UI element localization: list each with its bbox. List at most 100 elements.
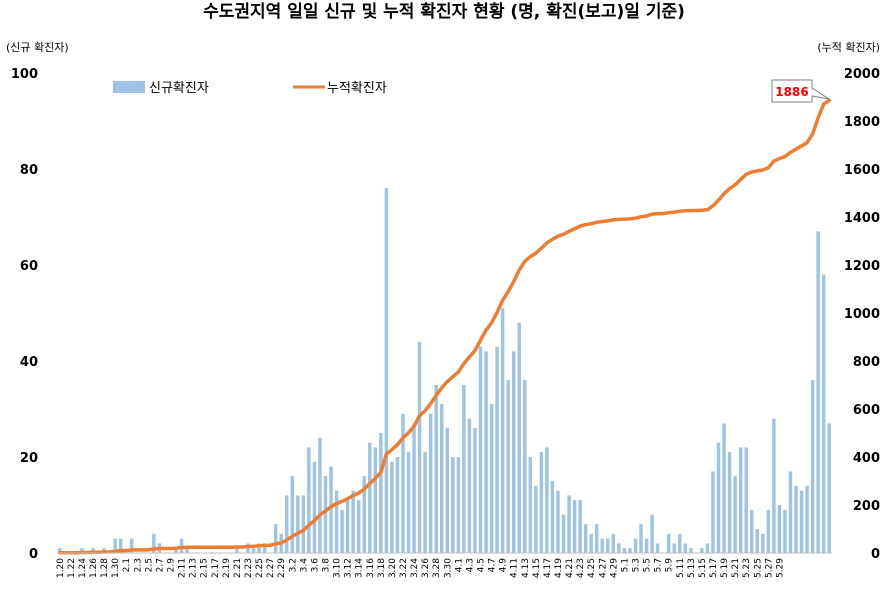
x-tick-label: 5.1	[620, 558, 630, 572]
bar	[423, 452, 427, 553]
bar	[517, 322, 521, 553]
callout-label: 1886	[775, 85, 808, 99]
bar	[606, 538, 610, 553]
bar	[301, 495, 306, 553]
bar	[727, 452, 732, 553]
x-tick-label: 3.16	[366, 558, 376, 578]
bar	[334, 490, 339, 553]
bar	[318, 437, 322, 553]
x-tick-label: 5.25	[753, 558, 763, 578]
bar	[500, 308, 505, 553]
x-tick-label: 1.28	[100, 558, 110, 578]
x-tick-label: 3.26	[421, 558, 431, 578]
bar	[810, 380, 815, 553]
bar	[666, 533, 671, 553]
bar	[578, 500, 582, 553]
bar	[118, 538, 123, 553]
x-tick-label: 5.27	[764, 558, 774, 578]
x-tick-label: 5.19	[720, 558, 730, 578]
x-tick-label: 4.13	[521, 558, 531, 578]
bar	[412, 423, 416, 553]
bar	[766, 509, 771, 553]
bar	[523, 380, 527, 553]
bar	[434, 385, 438, 553]
bar	[689, 548, 693, 553]
bar	[583, 524, 588, 553]
bar	[611, 533, 616, 553]
bar	[799, 490, 804, 553]
left-axis-unit-label: (신규 확진자)	[6, 41, 69, 54]
bar	[390, 461, 394, 553]
bar	[716, 442, 721, 553]
bar	[467, 418, 472, 553]
legend-line-label: 누적확진자	[327, 81, 387, 96]
x-tick-label: 4.27	[598, 558, 608, 578]
x-tick-label: 1.26	[89, 558, 99, 578]
bar	[528, 457, 533, 553]
bar	[395, 457, 400, 553]
x-tick-label: 2.19	[222, 558, 232, 578]
bar	[290, 476, 294, 553]
bar	[257, 543, 261, 553]
legend: 신규확진자 누적확진자	[113, 81, 387, 96]
x-tick-label: 3.2	[288, 558, 298, 572]
bar	[58, 548, 62, 553]
x-tick-label: 5.17	[709, 558, 719, 578]
bar	[711, 471, 715, 553]
right-tick-label: 600	[853, 403, 880, 418]
x-tick-label: 2.5	[144, 558, 154, 572]
bar	[700, 548, 704, 553]
bar	[323, 476, 328, 553]
bar-series	[58, 188, 831, 553]
bar	[307, 447, 311, 553]
x-tick-label: 3.4	[299, 558, 309, 573]
bar	[113, 538, 117, 553]
bar	[644, 538, 649, 553]
bar	[285, 495, 289, 553]
bar	[772, 418, 776, 553]
legend-bar-label: 신규확진자	[149, 81, 209, 96]
x-tick-label: 2.11	[178, 558, 188, 578]
x-tick-label: 5.15	[698, 558, 708, 578]
bar	[550, 481, 555, 553]
left-tick-label: 40	[20, 355, 38, 370]
x-tick-label: 1.20	[56, 558, 66, 578]
left-tick-label: 100	[11, 67, 38, 82]
bar	[456, 457, 461, 553]
x-tick-label: 5.7	[654, 558, 664, 572]
x-tick-label: 4.11	[510, 558, 520, 578]
x-tick-label: 5.23	[742, 558, 752, 578]
x-tick-label: 2.27	[266, 558, 276, 578]
x-tick-label: 4.25	[587, 558, 597, 578]
x-tick-label: 3.12	[344, 558, 354, 578]
x-tick-label: 1.24	[78, 558, 88, 578]
bar	[80, 548, 84, 553]
bar	[506, 380, 510, 553]
bar	[495, 346, 499, 553]
bar	[600, 538, 604, 553]
bar	[273, 524, 278, 553]
cumulative-line	[58, 98, 831, 555]
bar	[595, 524, 599, 553]
bar	[296, 495, 300, 553]
bar	[589, 533, 593, 553]
bar	[794, 485, 798, 553]
bar	[678, 533, 682, 553]
line-series	[58, 98, 831, 555]
bar	[617, 543, 621, 553]
left-tick-label: 60	[20, 259, 38, 274]
x-tick-label: 4.19	[554, 558, 564, 578]
bar	[545, 447, 549, 553]
bar	[174, 548, 178, 553]
bar	[373, 447, 378, 553]
bar	[384, 188, 389, 553]
bar	[738, 447, 743, 553]
x-tick-label: 3.24	[410, 558, 420, 578]
bar	[567, 495, 571, 553]
right-tick-label: 800	[853, 355, 880, 370]
x-tick-label: 2.21	[233, 558, 243, 578]
bar	[351, 490, 355, 553]
x-tick-label: 3.28	[432, 558, 442, 578]
bar	[445, 428, 449, 553]
